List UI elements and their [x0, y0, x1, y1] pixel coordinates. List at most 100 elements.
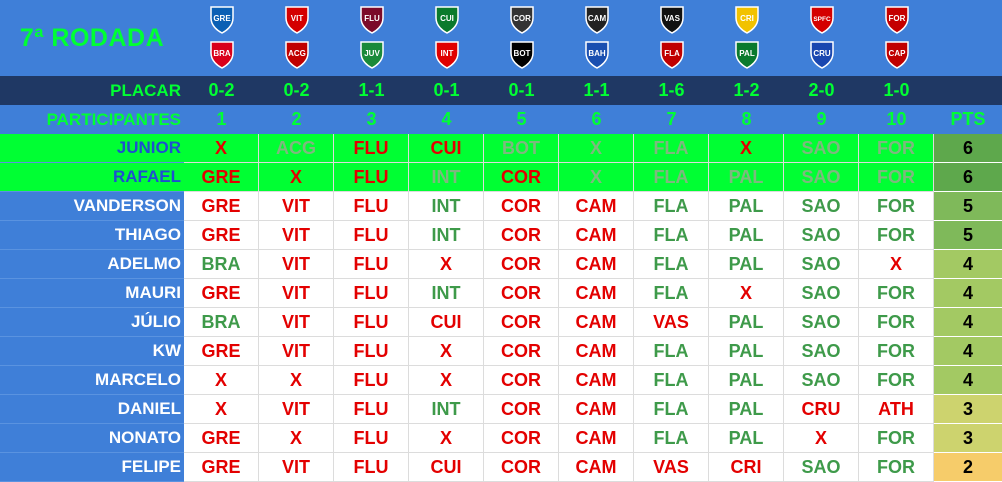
- participant-row: RAFAEL GRE X FLU INT COR X FLA PAL SAO FOR 6: [0, 163, 1002, 192]
- svg-text:GRE: GRE: [213, 14, 231, 23]
- game-8-logos: CRI PAL: [709, 0, 784, 76]
- game-8-score: 1-2: [733, 80, 760, 100]
- team-crest-icon: FLU: [357, 4, 387, 34]
- pick-cell: GRE: [184, 221, 259, 250]
- pts-header: PTS: [950, 109, 986, 129]
- pick-cell: CAM: [559, 366, 634, 395]
- game-9-score: 2-0: [808, 80, 835, 100]
- pick-cell: GRE: [184, 279, 259, 308]
- team-crest-icon: VAS: [657, 4, 687, 34]
- pick-cell: COR: [484, 337, 559, 366]
- points-cell: 4: [934, 337, 1002, 366]
- score-row: PLACAR 0-2 0-2 1-1 0-1 0-1 1-1 1-6 1-2 2-0 1-0: [0, 76, 1002, 105]
- pick-cell: X: [409, 424, 484, 453]
- pick-cell: FLU: [334, 221, 409, 250]
- points-cell: 4: [934, 366, 1002, 395]
- pick-cell: PAL: [709, 221, 784, 250]
- participant-row: MARCELO X X FLU X COR CAM FLA PAL SAO FOR 4: [0, 366, 1002, 395]
- game-1-logos: GRE BRA: [184, 0, 259, 76]
- pick-cell: PAL: [709, 192, 784, 221]
- svg-text:SPFC: SPFC: [813, 16, 831, 23]
- participant-name: MARCELO: [0, 366, 184, 395]
- svg-text:BRA: BRA: [213, 49, 231, 58]
- game-2-logos: VIT ACG: [259, 0, 334, 76]
- pick-cell: CUI: [409, 308, 484, 337]
- pick-cell: FOR: [859, 337, 934, 366]
- pick-cell: COR: [484, 308, 559, 337]
- pick-cell: PAL: [709, 163, 784, 192]
- pick-cell: FLU: [334, 163, 409, 192]
- game-5-score: 0-1: [508, 80, 535, 100]
- pick-cell: VIT: [259, 221, 334, 250]
- points-cell: 3: [934, 395, 1002, 424]
- svg-text:PAL: PAL: [739, 49, 755, 58]
- pick-cell: FOR: [859, 279, 934, 308]
- pick-cell: CUI: [409, 453, 484, 482]
- participant-row: JÚLIO BRA VIT FLU CUI COR CAM VAS PAL SAO FOR 4: [0, 308, 1002, 337]
- participant-row: ADELMO BRA VIT FLU X COR CAM FLA PAL SAO X 4: [0, 250, 1002, 279]
- pick-cell: VAS: [634, 453, 709, 482]
- participant-row: JUNIOR X ACG FLU CUI BOT X FLA X SAO FOR 6: [0, 134, 1002, 163]
- pick-cell: GRE: [184, 192, 259, 221]
- pick-cell: SAO: [784, 163, 859, 192]
- pick-cell: VIT: [259, 395, 334, 424]
- pick-cell: X: [184, 366, 259, 395]
- points-cell: 4: [934, 250, 1002, 279]
- pick-cell: CAM: [559, 308, 634, 337]
- svg-text:COR: COR: [513, 14, 531, 23]
- pick-cell: ACG: [259, 134, 334, 163]
- pick-cell: COR: [484, 279, 559, 308]
- pick-cell: SAO: [784, 308, 859, 337]
- pick-cell: COR: [484, 453, 559, 482]
- pick-cell: BOT: [484, 134, 559, 163]
- pick-cell: FOR: [859, 221, 934, 250]
- pick-cell: VAS: [634, 308, 709, 337]
- game-7-score: 1-6: [658, 80, 685, 100]
- pick-cell: FLA: [634, 192, 709, 221]
- header-logos-row: 7ª RODADA GRE BRA VIT ACG FLU JUV CUI INT COR BOT…: [0, 0, 1002, 76]
- pick-cell: CAM: [559, 395, 634, 424]
- game-9-number: 9: [816, 109, 827, 129]
- participant-row: NONATO GRE X FLU X COR CAM FLA PAL X FOR 3: [0, 424, 1002, 453]
- svg-text:CRI: CRI: [740, 14, 754, 23]
- pick-cell: CAM: [559, 250, 634, 279]
- game-2-score: 0-2: [283, 80, 310, 100]
- pick-cell: X: [184, 134, 259, 163]
- team-crest-icon: ACG: [282, 39, 312, 69]
- svg-text:CAM: CAM: [587, 14, 606, 23]
- pick-cell: GRE: [184, 453, 259, 482]
- pick-cell: FOR: [859, 192, 934, 221]
- participantes-label: PARTICIPANTES: [46, 109, 181, 129]
- pick-cell: FLU: [334, 279, 409, 308]
- participant-row: THIAGO GRE VIT FLU INT COR CAM FLA PAL SAO FOR 5: [0, 221, 1002, 250]
- pick-cell: CAM: [559, 221, 634, 250]
- pick-cell: FLA: [634, 250, 709, 279]
- team-crest-icon: BAH: [582, 39, 612, 69]
- pick-cell: X: [259, 424, 334, 453]
- game-6-number: 6: [591, 109, 602, 129]
- pick-cell: FOR: [859, 134, 934, 163]
- svg-text:BAH: BAH: [588, 49, 606, 58]
- team-crest-icon: COR: [507, 4, 537, 34]
- pick-cell: INT: [409, 395, 484, 424]
- pick-cell: X: [559, 163, 634, 192]
- team-crest-icon: CRI: [732, 4, 762, 34]
- participant-name: DANIEL: [0, 395, 184, 424]
- game-5-number: 5: [516, 109, 527, 129]
- team-crest-icon: BOT: [507, 39, 537, 69]
- participant-name: FELIPE: [0, 453, 184, 482]
- team-crest-icon: SPFC: [807, 4, 837, 34]
- game-5-logos: COR BOT: [484, 0, 559, 76]
- round-title: 7ª RODADA: [19, 23, 165, 52]
- pick-cell: INT: [409, 221, 484, 250]
- pick-cell: VIT: [259, 279, 334, 308]
- participant-name: THIAGO: [0, 221, 184, 250]
- team-crest-icon: FOR: [882, 4, 912, 34]
- pick-cell: GRE: [184, 337, 259, 366]
- svg-text:CAP: CAP: [888, 49, 906, 58]
- game-8-number: 8: [741, 109, 752, 129]
- pick-cell: COR: [484, 250, 559, 279]
- pick-cell: X: [859, 250, 934, 279]
- svg-text:CRU: CRU: [813, 49, 831, 58]
